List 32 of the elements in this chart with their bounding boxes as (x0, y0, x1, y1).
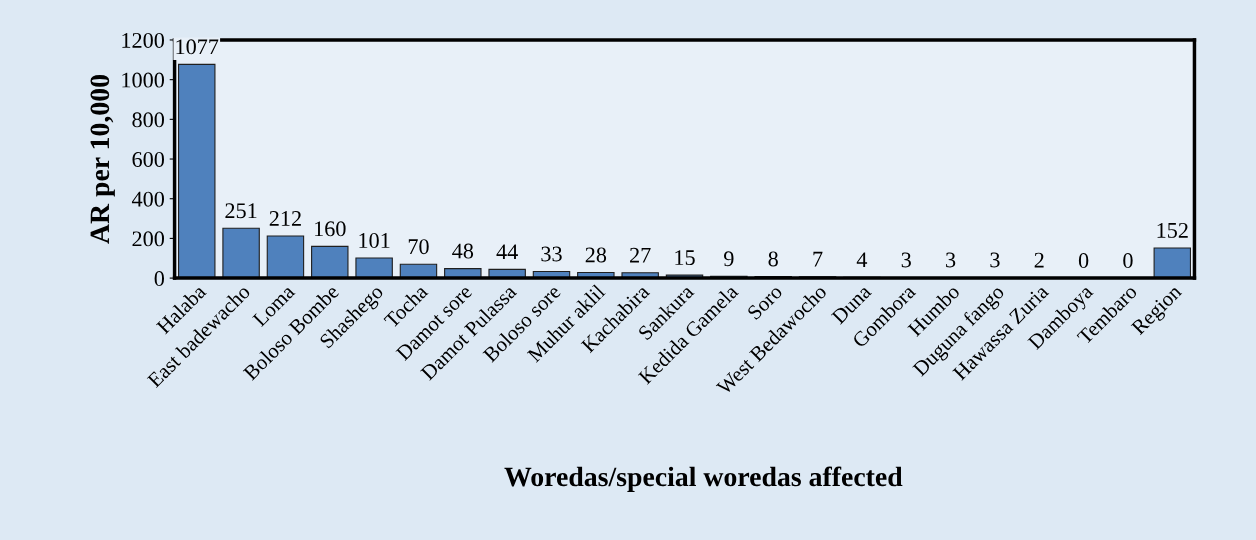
y-tick-label: 200 (132, 231, 165, 247)
data-label: 48 (452, 243, 474, 259)
data-label: 1077 (176, 39, 219, 55)
y-tick-label: 0 (154, 271, 165, 287)
y-tick-label: 1200 (122, 32, 165, 48)
data-label: 3 (901, 252, 911, 268)
data-label: 15 (675, 250, 695, 266)
data-label: 4 (856, 252, 868, 268)
x-axis-title: Woredas/special woredas affected (504, 466, 903, 492)
y-tick-label: 600 (132, 151, 165, 167)
y-tick-label: 1000 (122, 72, 165, 88)
y-axis-title: AR per 10,000 (90, 75, 115, 244)
data-label: 152 (1157, 222, 1188, 238)
data-label: 3 (946, 252, 956, 268)
data-label: 28 (585, 247, 607, 263)
data-label: 33 (541, 246, 562, 262)
y-tick-label: 800 (132, 112, 165, 128)
data-label: 212 (269, 211, 301, 226)
data-label: 3 (990, 252, 1000, 268)
data-label: 251 (225, 203, 257, 219)
data-label: 8 (768, 251, 778, 267)
data-label: 70 (408, 239, 429, 255)
data-label: 0 (1078, 253, 1089, 269)
data-label: 9 (724, 251, 734, 267)
data-label: 44 (496, 244, 518, 260)
y-tick-label: 400 (131, 191, 165, 207)
data-label: 7 (813, 251, 823, 267)
data-label: 101 (359, 232, 390, 248)
data-label: 2 (1034, 252, 1044, 268)
data-label: 0 (1123, 253, 1133, 269)
data-label: 160 (315, 221, 346, 237)
data-label: 27 (630, 247, 651, 263)
